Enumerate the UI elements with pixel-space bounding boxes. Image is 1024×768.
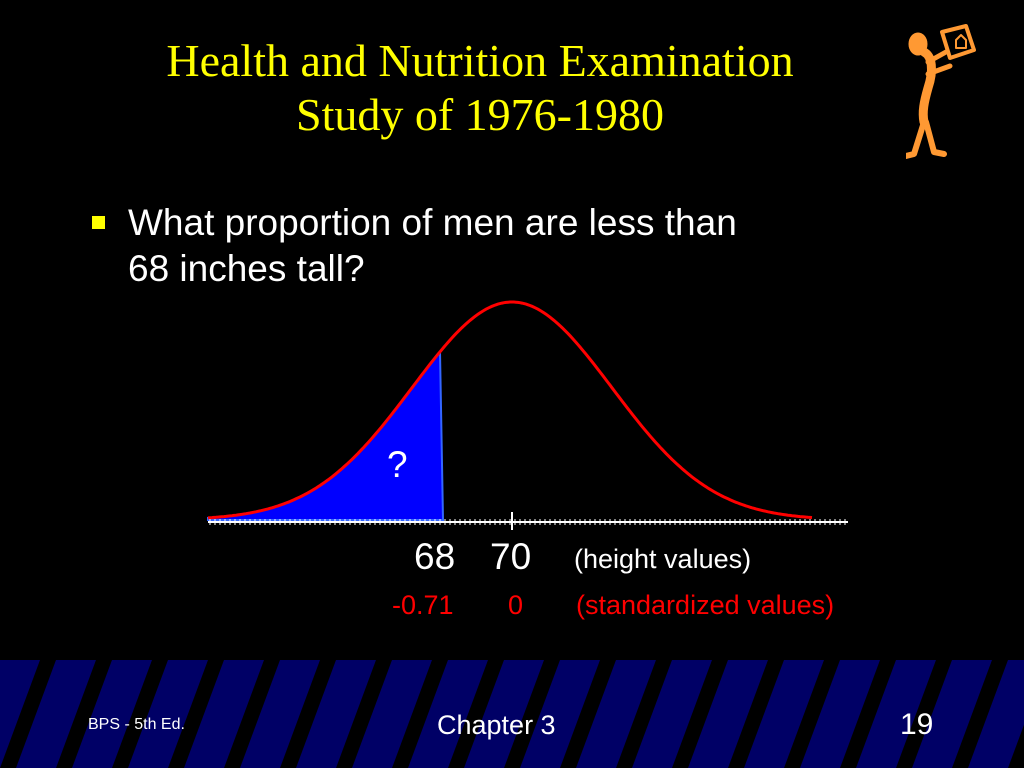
- footer-page-number: 19: [900, 708, 934, 741]
- bullet-text-line-2: 68 inches tall?: [128, 248, 365, 289]
- shaded-area-label: ?: [387, 444, 408, 485]
- slide-title-line-2: Study of 1976-1980: [296, 89, 664, 140]
- footer-chapter: Chapter 3: [437, 710, 556, 740]
- height-label-70: 70: [490, 536, 532, 577]
- stick-figure-icon: [906, 24, 976, 159]
- bullet-text-line-1: What proportion of men are less than: [128, 202, 737, 243]
- z-label-0: 0: [508, 590, 524, 620]
- footer-band: [0, 660, 1024, 768]
- footer-source: BPS - 5th Ed.: [88, 716, 185, 733]
- z-label-neg-0-71: -0.71: [392, 590, 454, 620]
- diamond-bullet-icon: [92, 216, 105, 229]
- standardized-values-caption: (standardized values): [576, 590, 835, 620]
- x-axis-ticks: [209, 519, 846, 525]
- normal-curve-chart: [207, 300, 848, 530]
- bullet-text: What proportion of men are less than 68 …: [128, 200, 888, 292]
- slide-title: Health and Nutrition Examination Study o…: [40, 34, 920, 142]
- height-label-68: 68: [414, 536, 456, 577]
- normal-curve: [207, 300, 813, 520]
- height-values-caption: (height values): [574, 544, 752, 574]
- shaded-area-below-68: [207, 349, 445, 521]
- slide-title-line-1: Health and Nutrition Examination: [166, 35, 794, 86]
